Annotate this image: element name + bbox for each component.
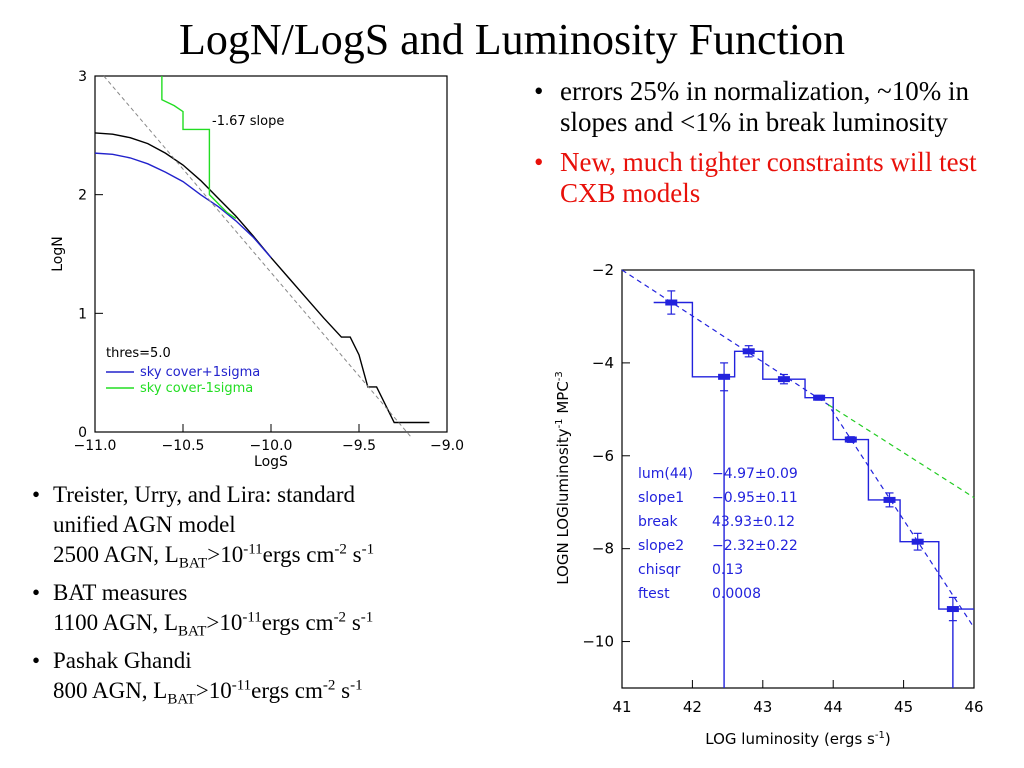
data-point bbox=[883, 496, 896, 503]
fit-param-name: lum(44) bbox=[638, 466, 693, 482]
x-axis-label: LogS bbox=[254, 454, 288, 470]
series-line bbox=[94, 152, 272, 259]
left-bullet-3: • Pashak Ghandi 800 AGN, LBAT>10-11ergs … bbox=[28, 646, 508, 708]
x-tick-label: 45 bbox=[894, 698, 913, 716]
x-tick-label: 46 bbox=[964, 698, 983, 716]
fit-param-name: slope2 bbox=[638, 538, 684, 554]
bullet-dot: • bbox=[534, 147, 544, 177]
left-bullet-1: • Treister, Urry, and Lira: standard uni… bbox=[28, 480, 508, 572]
data-point bbox=[911, 538, 924, 545]
left-bullet-list: • Treister, Urry, and Lira: standard uni… bbox=[28, 480, 508, 714]
slide-title: LogN/LogS and Luminosity Function bbox=[178, 15, 846, 64]
fit-param-name: break bbox=[638, 514, 679, 530]
left-bullet-2: • BAT measures 1100 AGN, LBAT>10-11ergs … bbox=[28, 578, 508, 640]
bullet-count: 2500 AGN, LBAT>10-11ergs cm-2 s-1 bbox=[53, 541, 375, 572]
broken-power-law-fit bbox=[621, 269, 975, 628]
plot-frame bbox=[621, 269, 975, 689]
bullet-text: errors 25% in normalization, ~10% in slo… bbox=[560, 76, 970, 137]
y-tick-label: −4 bbox=[592, 354, 614, 372]
x-tick-label: 41 bbox=[612, 698, 631, 716]
reference-slope-line bbox=[103, 75, 413, 439]
x-axis-label: LOG luminosity (ergs s-1) bbox=[705, 730, 890, 748]
slope-annotation: -1.67 slope bbox=[212, 114, 284, 129]
y-tick-label: −10 bbox=[582, 633, 614, 651]
data-point bbox=[777, 376, 790, 383]
legend-entry-green: sky cover-1sigma bbox=[140, 381, 253, 396]
data-point bbox=[946, 606, 959, 613]
step-histogram bbox=[653, 301, 974, 610]
fit-parameters: lum(44) −4.97±0.09 slope1 −0.95±0.11 break 43… bbox=[638, 466, 798, 602]
y-tick-label: −2 bbox=[592, 261, 614, 279]
data-point bbox=[742, 348, 755, 355]
data-point bbox=[844, 436, 857, 443]
fit-param-value: −0.95±0.11 bbox=[712, 490, 798, 506]
x-tick-label: −9.5 bbox=[342, 438, 376, 454]
data-point bbox=[813, 394, 826, 401]
x-tick-label: −9.0 bbox=[430, 438, 464, 454]
extrapolated-slope-line bbox=[827, 404, 975, 499]
right-bullet-list: • errors 25% in normalization, ~10% in s… bbox=[528, 76, 998, 218]
x-tick-label: 42 bbox=[683, 698, 702, 716]
y-tick-label: 2 bbox=[78, 188, 87, 204]
data-point bbox=[665, 299, 678, 306]
luminosity-function-chart: 41 42 43 44 45 46 −2 −4 −6 −8 −10 LOGN LOGluminosi… bbox=[554, 261, 984, 748]
bullet-dot: • bbox=[32, 580, 41, 605]
bullet-line: Treister, Urry, and Lira: standard bbox=[53, 482, 356, 507]
bullet-text: New, much tighter constraints will test … bbox=[560, 147, 977, 208]
y-tick-label: 0 bbox=[78, 425, 87, 441]
bullet-count: 800 AGN, LBAT>10-11ergs cm-2 s-1 bbox=[53, 677, 363, 708]
fit-param-value: 43.93±0.12 bbox=[712, 514, 795, 530]
bullet-dot: • bbox=[534, 76, 544, 106]
right-bullet-2: • New, much tighter constraints will tes… bbox=[528, 147, 998, 209]
fit-param-name: chisqr bbox=[638, 562, 681, 578]
right-bullet-1: • errors 25% in normalization, ~10% in s… bbox=[528, 76, 998, 138]
fit-param-value: −2.32±0.22 bbox=[712, 538, 798, 554]
logn-logs-chart: −11.0 −10.5 −10.0 −9.5 −9.0 0 1 2 3 LogN LogS -1… bbox=[50, 69, 464, 470]
fit-param-value: −4.97±0.09 bbox=[712, 466, 798, 482]
bullet-dot: • bbox=[32, 648, 41, 673]
x-tick-label: −10.5 bbox=[162, 438, 205, 454]
data-point bbox=[718, 373, 731, 380]
y-axis-label: LOGN LOGluminosity-1 MPC-3 bbox=[554, 371, 572, 585]
x-tick-label: −11.0 bbox=[74, 438, 117, 454]
x-tick-label: −10.0 bbox=[250, 438, 293, 454]
fit-param-name: ftest bbox=[638, 586, 670, 602]
x-tick-label: 44 bbox=[824, 698, 843, 716]
legend-title: thres=5.0 bbox=[106, 346, 171, 361]
fit-param-name: slope1 bbox=[638, 490, 684, 506]
y-tick-label: 1 bbox=[78, 306, 87, 322]
y-axis-label: LogN bbox=[50, 236, 66, 271]
y-tick-label: 3 bbox=[78, 69, 87, 85]
bullet-count: 1100 AGN, LBAT>10-11ergs cm-2 s-1 bbox=[53, 609, 374, 640]
x-tick-label: 43 bbox=[753, 698, 772, 716]
bullet-dot: • bbox=[32, 482, 41, 507]
y-tick-label: −8 bbox=[592, 540, 614, 558]
fit-param-value: 0.0008 bbox=[712, 586, 761, 602]
bullet-line: unified AGN model bbox=[53, 512, 236, 537]
legend-entry-blue: sky cover+1sigma bbox=[140, 365, 260, 380]
series-line bbox=[94, 132, 430, 424]
bullet-line: Pashak Ghandi bbox=[53, 648, 192, 673]
fit-param-value: 0.13 bbox=[712, 562, 743, 578]
y-tick-label: −6 bbox=[592, 447, 614, 465]
series-line bbox=[161, 76, 237, 219]
bullet-line: BAT measures bbox=[53, 580, 188, 605]
